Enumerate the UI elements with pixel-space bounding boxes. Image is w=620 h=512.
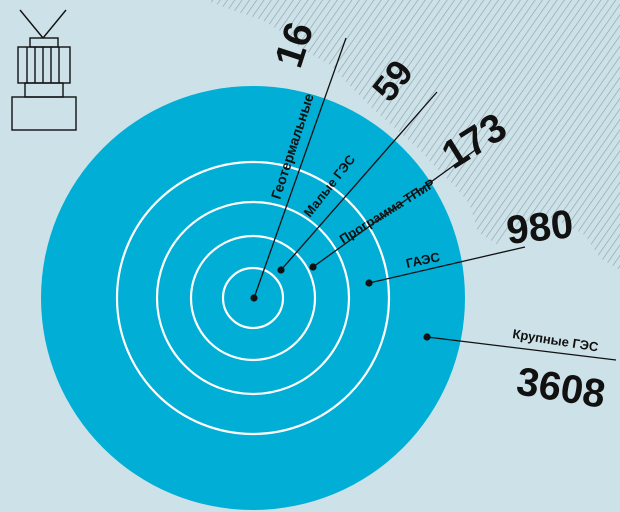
callout-2-dot (277, 266, 285, 274)
ring-1 (221, 266, 285, 330)
hatched-region (205, 0, 620, 270)
callout-5-dot (423, 333, 431, 341)
callout-3-leader-line (312, 147, 479, 268)
data-value-label: 3608 (514, 359, 609, 416)
ring-3 (155, 200, 351, 396)
callout-5-leader-line (426, 336, 617, 361)
data-value-label: 980 (504, 202, 575, 253)
hydro-turbine-icon (11, 9, 77, 131)
callout-2-leader-line (280, 91, 438, 271)
callout-1-leader-line (253, 37, 347, 299)
callout-4-leader-line (368, 246, 526, 284)
category-label: ГАЭС (405, 249, 442, 271)
callout-3-dot (309, 263, 317, 271)
ring-4 (115, 160, 391, 436)
callout-4-dot (365, 279, 373, 287)
category-label: Крупные ГЭС (512, 326, 600, 354)
ring-2 (189, 234, 317, 362)
callout-1-dot (250, 294, 258, 302)
